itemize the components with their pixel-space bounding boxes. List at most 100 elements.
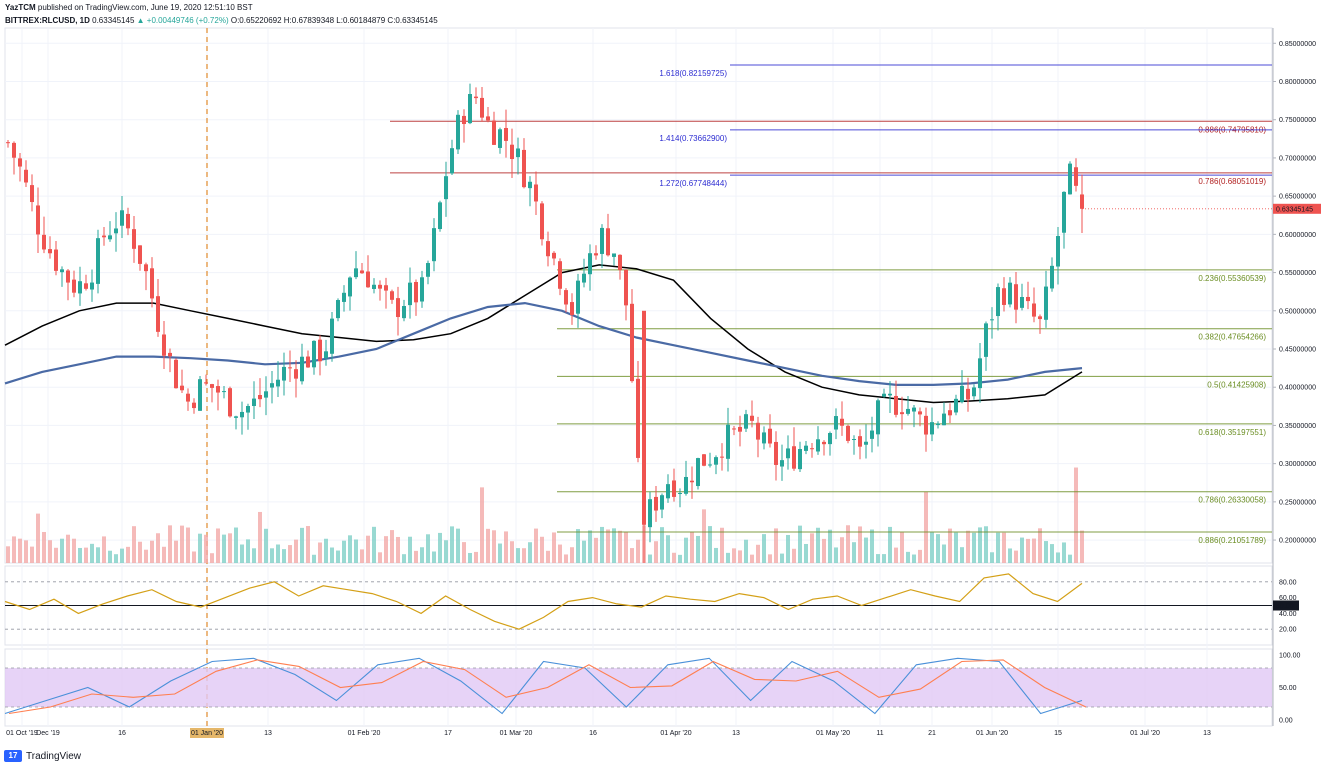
fib-level-label: 1.272(0.67748444) bbox=[659, 179, 727, 188]
volume-bar bbox=[204, 534, 208, 563]
volume-bar bbox=[930, 532, 934, 563]
candle-body bbox=[576, 280, 580, 314]
price-pane bbox=[4, 27, 1273, 564]
volume-bar bbox=[678, 554, 682, 563]
candle-body bbox=[288, 367, 292, 369]
symbol-info: BITTREX:RLCUSD, 1D 0.63345145 ▲ +0.00449… bbox=[5, 15, 438, 26]
volume-bar bbox=[318, 542, 322, 563]
date-tick-label: 13 bbox=[732, 730, 740, 737]
candle-body bbox=[786, 448, 790, 459]
candle-body bbox=[192, 402, 196, 409]
stoch-d-line bbox=[8, 659, 1087, 715]
candle-body bbox=[828, 432, 832, 445]
volume-bar bbox=[192, 551, 196, 563]
volume-bar bbox=[660, 527, 664, 563]
volume-bar bbox=[702, 509, 706, 563]
date-tick-label: 16 bbox=[589, 730, 597, 737]
volume-bar bbox=[6, 546, 10, 563]
volume-bar bbox=[666, 535, 670, 563]
volume-bar bbox=[378, 552, 382, 563]
volume-bar bbox=[582, 540, 586, 563]
candle-body bbox=[906, 408, 910, 414]
volume-bar bbox=[372, 526, 376, 563]
volume-bar bbox=[1044, 541, 1048, 563]
volume-bar bbox=[888, 526, 892, 563]
candle-body bbox=[204, 382, 208, 384]
candle-body bbox=[666, 484, 670, 499]
candle-body bbox=[780, 460, 784, 467]
last-price-badge bbox=[1273, 203, 1321, 214]
candle-body bbox=[678, 493, 682, 495]
candle-body bbox=[1008, 282, 1012, 305]
date-tick-label: 01 Jul '20 bbox=[1130, 730, 1160, 737]
volume-bar bbox=[720, 527, 724, 563]
volume-bar bbox=[414, 550, 418, 563]
price-tick-label: 0.40000000 bbox=[1279, 385, 1316, 392]
candle-body bbox=[924, 415, 928, 435]
price-tick-label: 0.35000000 bbox=[1279, 423, 1316, 430]
candle-body bbox=[282, 366, 286, 381]
fib-level-label: 1.414(0.73662900) bbox=[659, 134, 727, 143]
candle-body bbox=[558, 261, 562, 289]
volume-bar bbox=[336, 550, 340, 563]
volume-bar bbox=[438, 532, 442, 563]
volume-bar bbox=[780, 553, 784, 563]
candle-body bbox=[1080, 194, 1084, 209]
candle-body bbox=[18, 158, 22, 167]
candle-body bbox=[516, 148, 520, 158]
candle-body bbox=[750, 415, 754, 421]
publish-text: published on TradingView.com, June 19, 2… bbox=[37, 3, 253, 12]
candle-body bbox=[24, 169, 28, 183]
date-tick-label: 21 bbox=[928, 730, 936, 737]
volume-bar bbox=[900, 532, 904, 563]
candle-body bbox=[144, 264, 148, 272]
volume-bar bbox=[630, 548, 634, 563]
date-tick-label: 17 bbox=[444, 730, 452, 737]
candle-body bbox=[336, 300, 340, 319]
volume-bar bbox=[282, 549, 286, 563]
volume-bar bbox=[30, 546, 34, 563]
volume-bar bbox=[804, 543, 808, 563]
volume-bar bbox=[84, 547, 88, 563]
candle-body bbox=[222, 391, 226, 393]
volume-bar bbox=[834, 547, 838, 563]
candle-body bbox=[420, 277, 424, 302]
footer-brand[interactable]: 17 TradingView bbox=[4, 750, 81, 762]
candle-body bbox=[468, 94, 472, 124]
date-tick-label: 01 Jan '20 bbox=[191, 730, 223, 737]
volume-bar bbox=[342, 540, 346, 563]
candle-body bbox=[684, 476, 688, 494]
volume-bar bbox=[708, 526, 712, 563]
candle-body bbox=[162, 334, 166, 356]
candle-body bbox=[768, 428, 772, 444]
candle-body bbox=[762, 432, 766, 444]
volume-bar bbox=[768, 554, 772, 563]
candle-body bbox=[498, 129, 502, 148]
volume-bar bbox=[552, 532, 556, 563]
last-price-badge-label: 0.63345145 bbox=[1276, 206, 1313, 213]
candle-body bbox=[888, 393, 892, 396]
date-tick-label: 15 bbox=[1054, 730, 1062, 737]
ohlc-values: O:0.65220692 H:0.67839348 L:0.60184879 C… bbox=[230, 16, 438, 25]
volume-bar bbox=[456, 528, 460, 563]
volume-bar bbox=[960, 547, 964, 563]
volume-bar bbox=[894, 547, 898, 563]
volume-bar bbox=[66, 534, 70, 563]
stoch-k-line bbox=[4, 657, 1083, 715]
candle-body bbox=[1032, 303, 1036, 317]
price-tick-label: 0.30000000 bbox=[1279, 461, 1316, 468]
candle-body bbox=[114, 228, 118, 234]
candle-body bbox=[138, 245, 142, 264]
volume-bar bbox=[738, 550, 742, 563]
volume-bar bbox=[408, 536, 412, 563]
volume-bar bbox=[210, 553, 214, 563]
candle-body bbox=[948, 410, 952, 416]
symbol-label[interactable]: BITTREX:RLCUSD, 1D bbox=[5, 16, 90, 25]
candle-body bbox=[600, 227, 604, 254]
candle-body bbox=[42, 234, 46, 250]
candle-body bbox=[150, 268, 154, 299]
author-name[interactable]: YazTCM bbox=[5, 3, 36, 12]
candle-body bbox=[1068, 163, 1072, 195]
volume-bar bbox=[126, 546, 130, 563]
